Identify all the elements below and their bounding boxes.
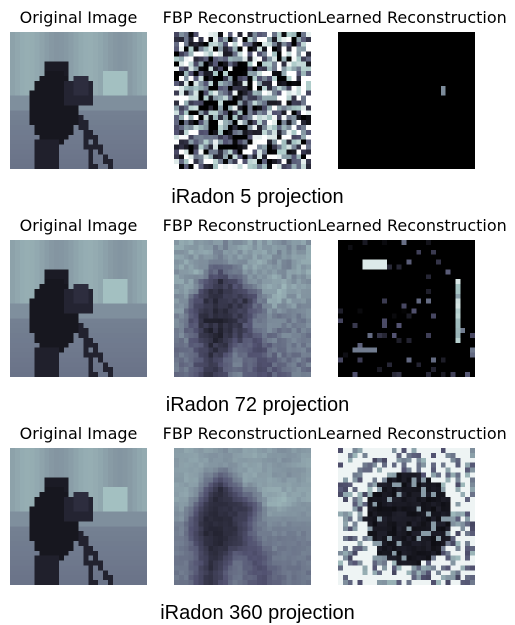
row3-fbp-title: FBP Reconstruction: [162, 424, 318, 443]
row1-learned-title: Learned Reconstruction: [317, 8, 507, 27]
row1-fbp-title: FBP Reconstruction: [162, 8, 318, 27]
row3-original-title: Original Image: [19, 424, 138, 443]
row2-original-image: [10, 240, 147, 377]
row1-original-image: [10, 32, 147, 169]
row3-caption: iRadon 360 projection: [160, 602, 355, 624]
row2-original-title: Original Image: [19, 216, 138, 235]
row3-original-image: [10, 448, 147, 585]
row1-learned-image: [338, 32, 475, 169]
row2-learned-title: Learned Reconstruction: [317, 216, 507, 235]
row2-fbp-title: FBP Reconstruction: [162, 216, 318, 235]
row1-fbp-image: [174, 32, 311, 169]
row1-original-title: Original Image: [19, 8, 138, 27]
row2-fbp-image: [174, 240, 311, 377]
row3-learned-image: [338, 448, 475, 585]
row3-learned-title: Learned Reconstruction: [317, 424, 507, 443]
row2-caption: iRadon 72 projection: [165, 394, 350, 416]
row1-caption: iRadon 5 projection: [171, 186, 344, 208]
row2-learned-image: [338, 240, 475, 377]
row3-fbp-image: [174, 448, 311, 585]
